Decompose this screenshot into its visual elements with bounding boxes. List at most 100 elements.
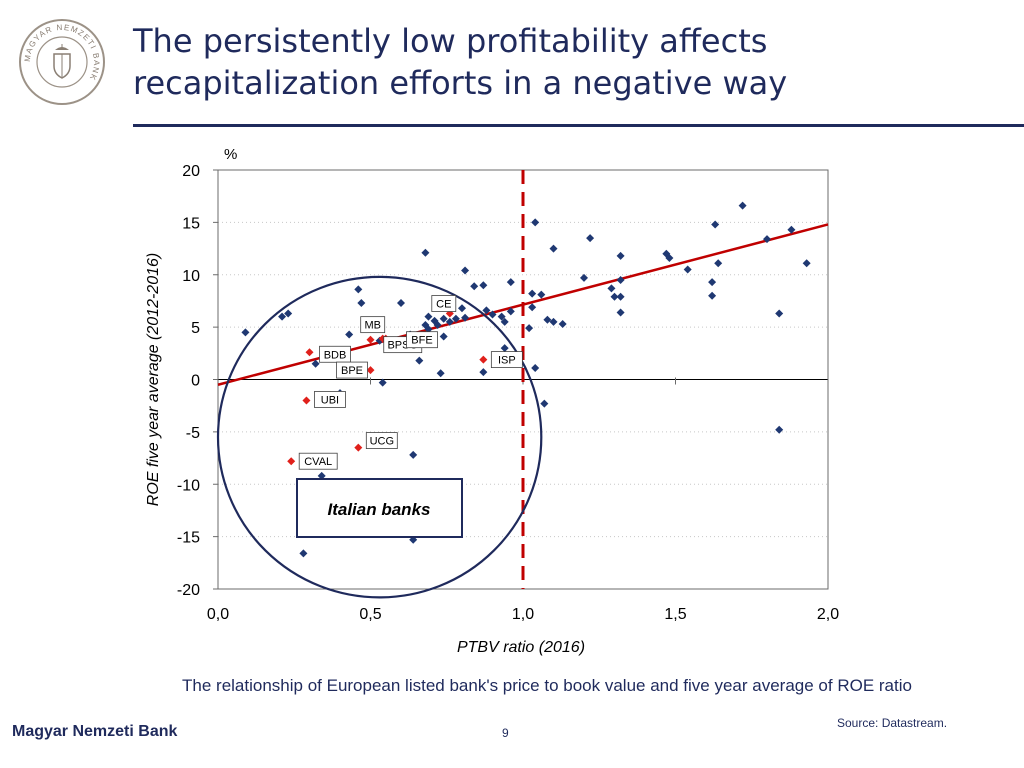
data-point bbox=[775, 309, 784, 318]
italian-label-ucg: UCG bbox=[370, 436, 394, 448]
scatter-chart: % ROE five year average (2012-2016) PTBV… bbox=[145, 146, 839, 656]
y-tick-label: 5 bbox=[191, 320, 200, 337]
data-point bbox=[451, 314, 460, 323]
data-point bbox=[479, 368, 488, 377]
x-axis-title: PTBV ratio (2016) bbox=[457, 639, 585, 656]
italian-label-mb: MB bbox=[364, 320, 381, 332]
data-point bbox=[528, 303, 537, 312]
data-point bbox=[708, 278, 717, 287]
y-tick-label: -20 bbox=[177, 582, 200, 599]
data-point bbox=[497, 312, 506, 321]
data-point bbox=[506, 278, 515, 287]
data-point bbox=[616, 275, 625, 284]
data-point bbox=[549, 317, 558, 326]
data-point bbox=[711, 220, 720, 229]
data-point bbox=[345, 330, 354, 339]
data-point bbox=[531, 363, 540, 372]
data-point bbox=[610, 292, 619, 301]
italian-point-bfe bbox=[366, 335, 375, 344]
data-point bbox=[461, 313, 470, 322]
italian-label-bfe: BFE bbox=[411, 335, 432, 347]
italian-label-box bbox=[298, 452, 338, 470]
data-point bbox=[500, 344, 509, 353]
data-point bbox=[549, 244, 558, 253]
coat-of-arms-icon bbox=[53, 44, 71, 79]
data-point bbox=[436, 369, 445, 378]
data-point bbox=[424, 312, 433, 321]
source-note: Source: Datastream. bbox=[837, 716, 948, 730]
italian-label-bdb: BDB bbox=[324, 349, 347, 361]
italian-label-box bbox=[319, 345, 351, 363]
data-point bbox=[421, 248, 430, 257]
italian-label-box bbox=[490, 351, 523, 368]
data-point bbox=[775, 425, 784, 434]
data-point bbox=[433, 321, 442, 330]
y-tick-label: 20 bbox=[182, 163, 200, 180]
title-line-1: The persistently low profitability affec… bbox=[133, 22, 768, 60]
italian-label-box bbox=[365, 432, 398, 449]
chart-caption: The relationship of European listed bank… bbox=[182, 676, 912, 695]
italian-label-ce: CE bbox=[436, 299, 451, 311]
data-point bbox=[278, 312, 287, 321]
italian-label-box bbox=[336, 361, 368, 379]
data-point bbox=[708, 291, 717, 300]
footer-brand: Magyar Nemzeti Bank bbox=[12, 723, 178, 740]
data-point bbox=[354, 285, 363, 294]
data-point bbox=[357, 299, 366, 308]
data-point bbox=[506, 307, 515, 316]
mnb-logo: MAGYAR NEMZETI BANK bbox=[19, 19, 105, 105]
data-point bbox=[586, 234, 595, 243]
data-point bbox=[445, 317, 454, 326]
data-point bbox=[558, 319, 567, 328]
data-point bbox=[714, 259, 723, 268]
data-point bbox=[482, 306, 491, 315]
data-point bbox=[616, 308, 625, 317]
italian-banks-box bbox=[296, 478, 463, 538]
y-tick-label: -15 bbox=[177, 530, 200, 547]
data-point bbox=[439, 332, 448, 341]
data-point bbox=[738, 201, 747, 210]
italian-point-ucg bbox=[354, 443, 363, 452]
y-tick-label: -5 bbox=[186, 425, 200, 442]
data-point bbox=[299, 549, 308, 558]
y-axis-unit-label: % bbox=[224, 146, 237, 163]
data-point bbox=[409, 450, 418, 459]
data-point bbox=[409, 535, 418, 544]
data-point bbox=[787, 225, 796, 234]
data-point bbox=[537, 290, 546, 299]
data-point bbox=[531, 218, 540, 227]
italian-point-isp bbox=[479, 355, 488, 364]
data-point bbox=[616, 251, 625, 260]
data-point bbox=[525, 324, 534, 333]
italian-label-box bbox=[406, 331, 438, 349]
x-tick-label: 1,5 bbox=[664, 606, 686, 623]
data-point bbox=[616, 292, 625, 301]
data-point bbox=[317, 471, 326, 480]
italian-banks-ellipse bbox=[216, 275, 543, 599]
x-tick-label: 2,0 bbox=[817, 606, 839, 623]
x-tick-labels: 0,0 0,5 1,0 1,5 2,0 bbox=[207, 606, 839, 623]
italian-label-box bbox=[431, 295, 457, 312]
data-point bbox=[607, 284, 616, 293]
data-point bbox=[479, 281, 488, 290]
italian-point-cval bbox=[287, 457, 296, 466]
data-point bbox=[439, 314, 448, 323]
data-point bbox=[543, 315, 552, 324]
page-number: 9 bbox=[502, 726, 509, 740]
data-point bbox=[458, 304, 466, 313]
page-title: The persistently low profitability affec… bbox=[133, 20, 993, 104]
y-tick-label: 0 bbox=[191, 373, 200, 390]
y-tick-label: 10 bbox=[182, 268, 200, 285]
y-axis-title: ROE five year average (2012-2016) bbox=[145, 253, 162, 506]
y-tick-labels: -20 -15 -10 -5 0 5 10 15 20 bbox=[177, 163, 200, 599]
data-point bbox=[802, 259, 811, 268]
italian-label-isp: ISP bbox=[498, 355, 516, 367]
data-point bbox=[241, 328, 250, 337]
italian-point-bdb bbox=[305, 348, 314, 357]
italian-banks-label: Italian banks bbox=[328, 500, 431, 519]
italian-label-bpe: BPE bbox=[341, 365, 363, 377]
data-point bbox=[488, 310, 497, 319]
data-point bbox=[461, 266, 470, 275]
data-point bbox=[500, 317, 509, 326]
